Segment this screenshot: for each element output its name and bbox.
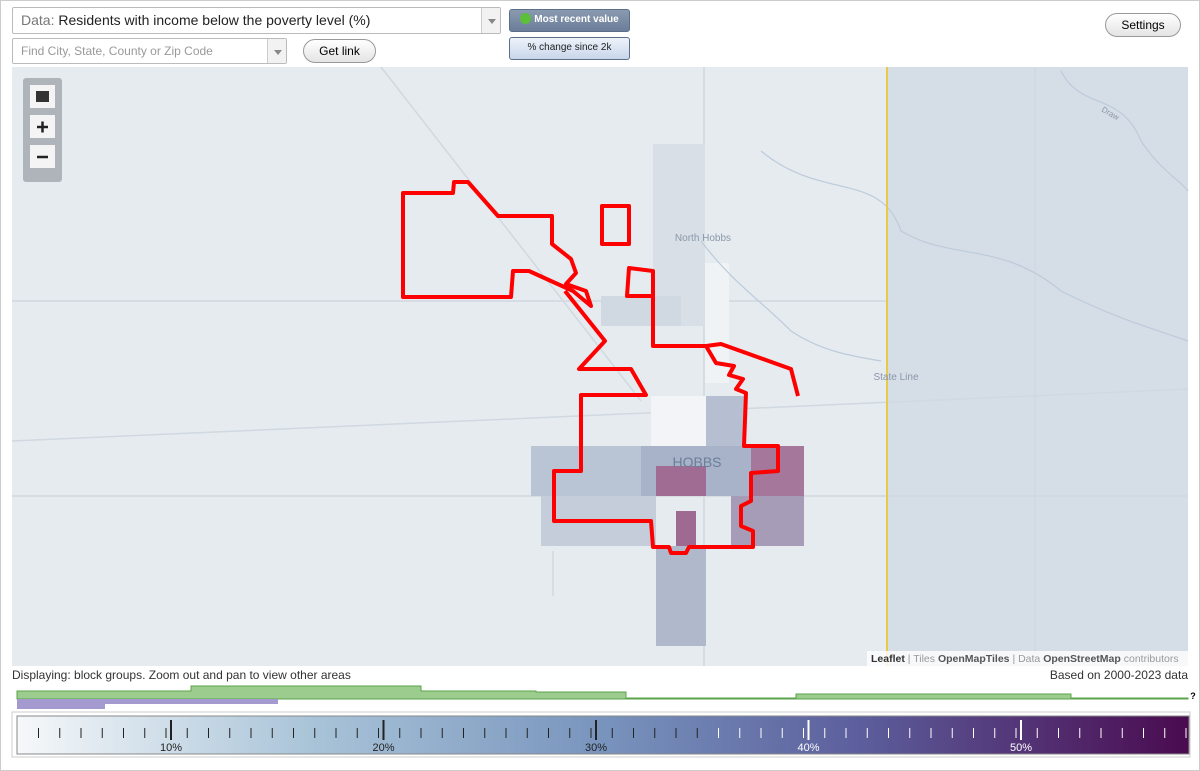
legend-bar — [16, 715, 1190, 755]
search-box[interactable]: Find City, State, County or Zip Code — [12, 38, 287, 64]
map-region — [887, 67, 1188, 666]
legend-label: 10% — [160, 742, 182, 754]
attr-part: | — [908, 653, 911, 665]
check-icon — [520, 13, 532, 24]
data-label: Data: — [21, 12, 55, 28]
data-select[interactable]: Data: Residents with income below the po… — [12, 7, 501, 34]
fullscreen-icon — [36, 91, 49, 102]
legend-ticks: 10% 20% 30% 40% 50% — [38, 720, 1187, 754]
status-text: Displaying: block groups. Zoom out and p… — [12, 668, 351, 682]
selected-outline — [401, 180, 800, 555]
legend-label: 50% — [1010, 742, 1032, 754]
data-range: Based on 2000-2023 data — [1050, 668, 1188, 682]
histogram-purple — [17, 699, 278, 709]
legend-label: 30% — [585, 742, 607, 754]
most-recent-toggle[interactable]: Most recent value — [509, 9, 630, 32]
histogram-green — [16, 685, 1189, 700]
city-label: HOBBS — [672, 454, 721, 470]
attr-part: Data — [1018, 653, 1040, 665]
place-label: State Line — [873, 372, 918, 383]
change-toggle[interactable]: % change since 2k — [509, 37, 630, 60]
plus-icon — [37, 121, 48, 133]
legend-label: 20% — [372, 742, 394, 754]
attr-part: contributors — [1124, 653, 1179, 665]
attr-part[interactable]: OpenMapTiles — [938, 653, 1010, 665]
attribution-bg — [867, 651, 1188, 666]
get-link-button[interactable]: Get link — [303, 39, 376, 63]
streams — [700, 70, 1189, 362]
attr-part[interactable]: OpenStreetMap — [1043, 653, 1121, 665]
block-groups — [531, 144, 804, 646]
zoom-buttons[interactable] — [30, 85, 55, 168]
legend-label: 40% — [797, 742, 819, 754]
settings-button[interactable]: Settings — [1105, 13, 1181, 37]
dropdown-arrow — [267, 39, 286, 63]
place-label: North Hobbs — [675, 233, 731, 244]
attribution: Leaflet | Tiles OpenMapTiles | Data Open… — [871, 653, 1179, 665]
help[interactable]: ? — [1190, 691, 1196, 701]
attr-part: Tiles — [913, 653, 935, 665]
search-placeholder: Find City, State, County or Zip Code — [21, 44, 213, 58]
toggle-label: Most recent value — [534, 14, 619, 25]
attr-part: | — [1012, 653, 1015, 665]
attr-part[interactable]: Leaflet — [871, 653, 905, 665]
data-value: Residents with income below the poverty … — [58, 12, 371, 28]
dropdown-arrow — [481, 8, 500, 33]
